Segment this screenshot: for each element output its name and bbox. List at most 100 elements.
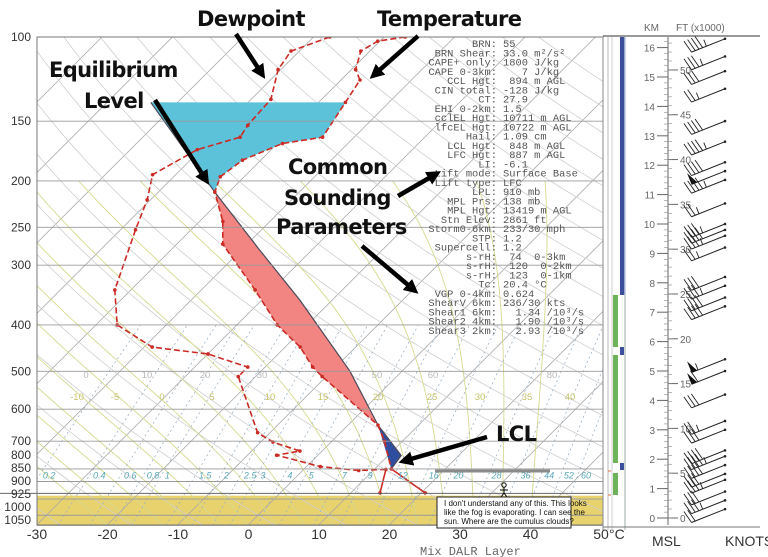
wind-barb-station	[723, 160, 727, 164]
stick-figure-icon	[500, 482, 508, 498]
dry-adiabat-line	[37, 404, 204, 525]
ft-tick-label: 15	[680, 380, 692, 391]
wind-barb-full	[690, 161, 700, 173]
wind-barb-full	[690, 464, 700, 476]
dry-adiabat-line	[37, 153, 562, 525]
wind-barb-full	[683, 299, 692, 312]
temperature-tick-label: -20	[97, 526, 117, 542]
mixing-ratio-label: 0.6	[124, 471, 137, 481]
km-tick-label: 3	[649, 426, 655, 437]
wind-barb-full	[687, 204, 696, 216]
pressure-tick-label: 1050	[4, 513, 31, 527]
wind-barb-full	[690, 140, 700, 153]
wind-barb-half	[695, 92, 700, 100]
parameter-value: 1.2	[503, 243, 522, 255]
mixing-ratio-label: 9	[368, 471, 373, 481]
wind-barb-full	[687, 236, 696, 248]
callout-line-1: I don't understand any of this. This loo…	[444, 499, 587, 508]
wind-barb-full	[687, 142, 696, 154]
wind-barb-half	[695, 251, 700, 259]
ft-tick-label: 25	[680, 290, 692, 301]
mixing-ratio-label: 7	[342, 471, 348, 481]
temperature-point	[221, 219, 225, 224]
isotherm-label: 15	[318, 392, 329, 403]
mixing-ratio-line	[313, 324, 419, 525]
wind-barb-staff	[691, 429, 726, 444]
wind-barb-full	[687, 421, 696, 434]
wind-barb-full	[683, 205, 692, 217]
wind-barb	[687, 369, 727, 385]
annotations: Dewpoint Temperature Equilibrium Level C…	[49, 7, 537, 466]
parameter-label: lfcEL Hgt:	[435, 122, 497, 134]
km-tick-label: 10	[644, 220, 656, 231]
wind-barb-staff	[691, 479, 726, 494]
mixing-ratio-line	[559, 407, 603, 525]
mixing-ratio-line	[541, 367, 603, 525]
dry-adiabat-line	[63, 37, 603, 448]
wind-barb-full	[687, 306, 696, 319]
wind-barb	[687, 169, 727, 185]
ft-tick-label: 35	[680, 200, 692, 211]
wind-barb-staff	[691, 55, 726, 71]
theta-label: 20	[200, 370, 211, 381]
parameter-value: 1.2	[503, 233, 522, 245]
isotherm-label: 10	[265, 392, 276, 403]
wind-barb-full	[690, 428, 700, 441]
dewpoint-arrow	[234, 32, 266, 79]
wind-barb-full	[690, 499, 700, 511]
parameter-label: Shear2 4km:	[428, 317, 497, 329]
wind-barb-station	[723, 507, 727, 511]
dewpoint-point	[145, 198, 149, 202]
wind-barb-pennant	[687, 373, 698, 385]
wind-barb-full	[690, 455, 700, 467]
parameter-value: 894 m AGL	[503, 76, 565, 88]
mixing-ratio-label: 1.5	[199, 471, 213, 481]
parameter-value: LFC	[503, 178, 522, 190]
wind-barb-full	[690, 490, 700, 503]
parameter-value: 910 mb	[503, 187, 540, 199]
moist-adiabat-line	[299, 180, 446, 525]
wind-barb-full	[683, 164, 692, 176]
wind-barb	[683, 448, 727, 465]
wind-barb-full	[694, 227, 704, 240]
pressure-tick-label: 150	[11, 114, 31, 128]
wind-barb	[683, 227, 727, 244]
stability-bar-green	[613, 355, 618, 463]
wind-barb-half	[695, 424, 700, 432]
ft-tick-label: 0	[680, 514, 686, 525]
wind-barb-full	[687, 395, 696, 407]
wind-barb	[683, 118, 727, 135]
msl-label: MSL	[652, 533, 681, 549]
wind-barb-staff	[691, 88, 726, 103]
km-tick-label: 5	[649, 367, 655, 378]
parameter-value: 120 0-2km	[503, 261, 572, 273]
wind-barb-full	[687, 286, 696, 298]
km-tick-label: 0	[649, 514, 655, 525]
wind-barb-full	[690, 305, 700, 317]
wind-barb-full	[683, 143, 692, 156]
common-annotation-line3: Parameters	[276, 215, 407, 239]
parameter-label: Storm0-6km:	[428, 224, 497, 236]
km-label: KM	[644, 23, 659, 34]
temperature-point	[376, 423, 380, 427]
wind-barb-full	[690, 393, 700, 406]
temperature-point	[358, 78, 362, 82]
wind-barb-full	[694, 159, 704, 172]
wind-barb-half	[703, 180, 707, 188]
wind-barb-full	[687, 474, 696, 486]
wind-barb	[683, 419, 727, 435]
wind-barb-full	[687, 248, 696, 260]
wind-barb-station	[723, 275, 727, 279]
wind-barb-full	[690, 120, 700, 132]
wind-barb-full	[694, 303, 704, 316]
wind-barb-station	[723, 222, 727, 226]
parameter-label: s-rH:	[466, 261, 497, 273]
wind-barb-full	[690, 478, 700, 491]
callout-line-3: sun. Where are the cumulus clouds?	[444, 517, 574, 526]
mixing-ratio-line	[89, 324, 217, 525]
sounding-traces	[113, 37, 427, 495]
wind-barb-staff	[691, 370, 726, 385]
dry-adiabat-line	[37, 455, 133, 525]
temperature-tick-label: 30	[452, 526, 468, 542]
